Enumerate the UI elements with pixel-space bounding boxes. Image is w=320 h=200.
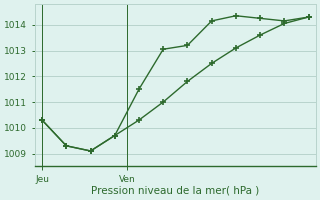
X-axis label: Pression niveau de la mer( hPa ): Pression niveau de la mer( hPa ): [91, 186, 260, 196]
